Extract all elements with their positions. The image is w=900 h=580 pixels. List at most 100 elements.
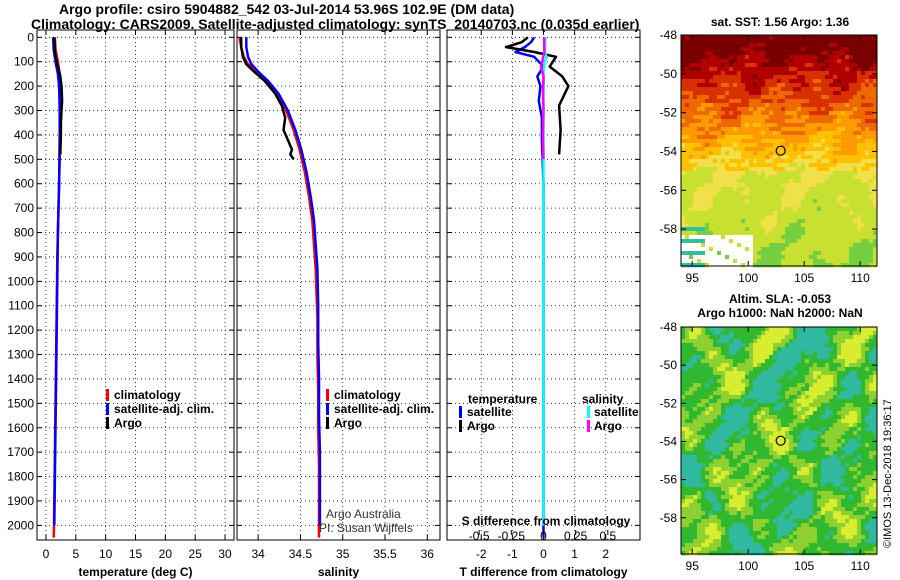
depth-tick-label: 600: [14, 177, 34, 191]
sst_map-cell: [721, 159, 726, 164]
sla_map-cell: [817, 335, 822, 340]
sst_map-cell: [753, 55, 758, 60]
sst_map-cell: [837, 263, 842, 268]
sst_map-cell: [693, 151, 698, 156]
sst_map-cell: [857, 147, 862, 152]
sst_map-cell: [761, 239, 766, 244]
sst_map-cell: [773, 255, 778, 260]
sla_map-cell: [753, 327, 758, 332]
sst_map-cell: [725, 95, 730, 100]
sla_map-cell: [781, 399, 786, 404]
sla_map-cell: [693, 451, 698, 456]
sla_map-cell: [733, 339, 738, 344]
sst_map-cell: [757, 219, 762, 224]
sla_map-cell: [785, 383, 790, 388]
sla_map-cell: [713, 327, 718, 332]
sla_map-cell: [741, 427, 746, 432]
sst_map-cell: [753, 63, 758, 68]
sst_map-cell: [857, 51, 862, 56]
sst_map-cell: [701, 39, 706, 44]
sst_map-cell: [781, 203, 786, 208]
sla_map-cell: [733, 403, 738, 408]
sst_map-cell: [857, 163, 862, 168]
sst_map-cell: [853, 139, 858, 144]
sst_map-cell: [853, 115, 858, 120]
sla_map-cell: [721, 459, 726, 464]
sla_map-cell: [753, 467, 758, 472]
sla_map-cell: [825, 347, 830, 352]
sst_map-cell: [729, 223, 734, 228]
sst_map-cell: [869, 135, 874, 140]
sst_map-cell: [789, 79, 794, 84]
sst_map-cell: [869, 259, 874, 264]
sla_map-cell: [705, 471, 710, 476]
sla_map-cell: [705, 407, 710, 412]
sla_map-cell: [705, 399, 710, 404]
sla_map-cell: [721, 327, 726, 332]
sla_map-cell: [821, 395, 826, 400]
sst_map-cell: [833, 63, 838, 68]
sst_map-cell: [789, 239, 794, 244]
sla_map-cell: [869, 335, 874, 340]
sla_map-cell: [825, 419, 830, 424]
sst_map-cell: [865, 67, 870, 72]
sla_map-cell: [725, 471, 730, 476]
sst_map-cell: [685, 215, 690, 220]
sst_map-cell: [785, 35, 790, 40]
sst_map-cell: [761, 63, 766, 68]
sst_map-cell: [869, 63, 874, 68]
sst_map-cell: [837, 199, 842, 204]
sst_map-cell: [801, 143, 806, 148]
sst_map-cell: [861, 263, 866, 268]
salinity-annotation-2: PI: Susan Wijffels: [319, 521, 413, 535]
sst_map-cell: [809, 163, 814, 168]
sla_map-cell: [781, 431, 786, 436]
sst_map-cell: [757, 199, 762, 204]
sla_map-cell: [873, 431, 878, 436]
sla_map-cell: [705, 351, 710, 356]
sla_map-cell: [769, 327, 774, 332]
sla_map-cell: [757, 407, 762, 412]
sla_map-cell: [709, 423, 714, 428]
sst_map-cell: [821, 111, 826, 116]
sst_map-cell: [841, 79, 846, 84]
sla_map-cell: [769, 347, 774, 352]
sst_map-cell: [821, 51, 826, 56]
sst_map-cell: [701, 123, 706, 128]
sst_map-cell: [813, 175, 818, 180]
sst_map-cell: [785, 159, 790, 164]
sst_map-cell: [817, 167, 822, 172]
sst_map-cell: [713, 147, 718, 152]
sla_map-cell: [825, 339, 830, 344]
sst_map-cell: [737, 223, 742, 228]
sla_map-cell: [789, 403, 794, 408]
sla_map-cell: [833, 455, 838, 460]
sla_map-cell: [873, 359, 878, 364]
sla_map-cell: [757, 335, 762, 340]
sst_map-cell: [825, 179, 830, 184]
sst_map-cell: [705, 103, 710, 108]
sla_map-cell: [705, 467, 710, 472]
sst_map-cell: [873, 139, 878, 144]
sst_map-cell: [845, 67, 850, 72]
sst_map-cell: [757, 187, 762, 192]
sst_map-cell: [757, 127, 762, 132]
sla_map-cell: [849, 427, 854, 432]
sla_map-cell: [797, 427, 802, 432]
sst_map-cell: [845, 195, 850, 200]
sla_map-cell: [857, 347, 862, 352]
sla_map-cell: [857, 411, 862, 416]
sst_map-cell: [781, 155, 786, 160]
sla_map-cell: [741, 339, 746, 344]
sla_map-cell: [793, 371, 798, 376]
sla_map-cell: [865, 431, 870, 436]
sst_map-cell: [697, 151, 702, 156]
sst_map-cell: [689, 95, 694, 100]
sla_map-cell: [741, 419, 746, 424]
sla_map-cell: [805, 331, 810, 336]
sst_map-cell: [865, 143, 870, 148]
sst_map-cell: [801, 175, 806, 180]
sla_map-cell: [825, 447, 830, 452]
sst_map-cell: [761, 163, 766, 168]
sst_map-cell: [781, 71, 786, 76]
